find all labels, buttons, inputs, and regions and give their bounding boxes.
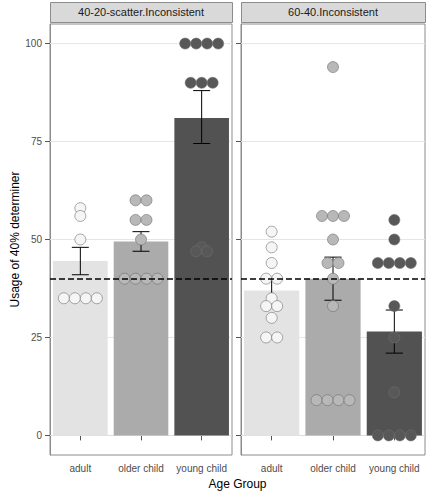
svg-text:older child: older child [118,463,164,474]
svg-text:25: 25 [31,332,43,343]
svg-text:adult: adult [69,463,91,474]
svg-text:young child: young child [176,463,227,474]
svg-text:Usage of 40% determiner: Usage of 40% determiner [8,171,22,307]
svg-text:100: 100 [25,38,42,49]
svg-text:0: 0 [36,430,42,441]
svg-text:60-40.Inconsistent: 60-40.Inconsistent [288,6,378,18]
svg-text:50: 50 [31,234,43,245]
svg-text:young child: young child [369,463,420,474]
svg-text:40-20-scatter.Inconsistent: 40-20-scatter.Inconsistent [78,6,204,18]
svg-text:Age Group: Age Group [208,477,266,491]
svg-text:older child: older child [310,463,356,474]
svg-text:adult: adult [261,463,283,474]
svg-text:75: 75 [31,136,43,147]
